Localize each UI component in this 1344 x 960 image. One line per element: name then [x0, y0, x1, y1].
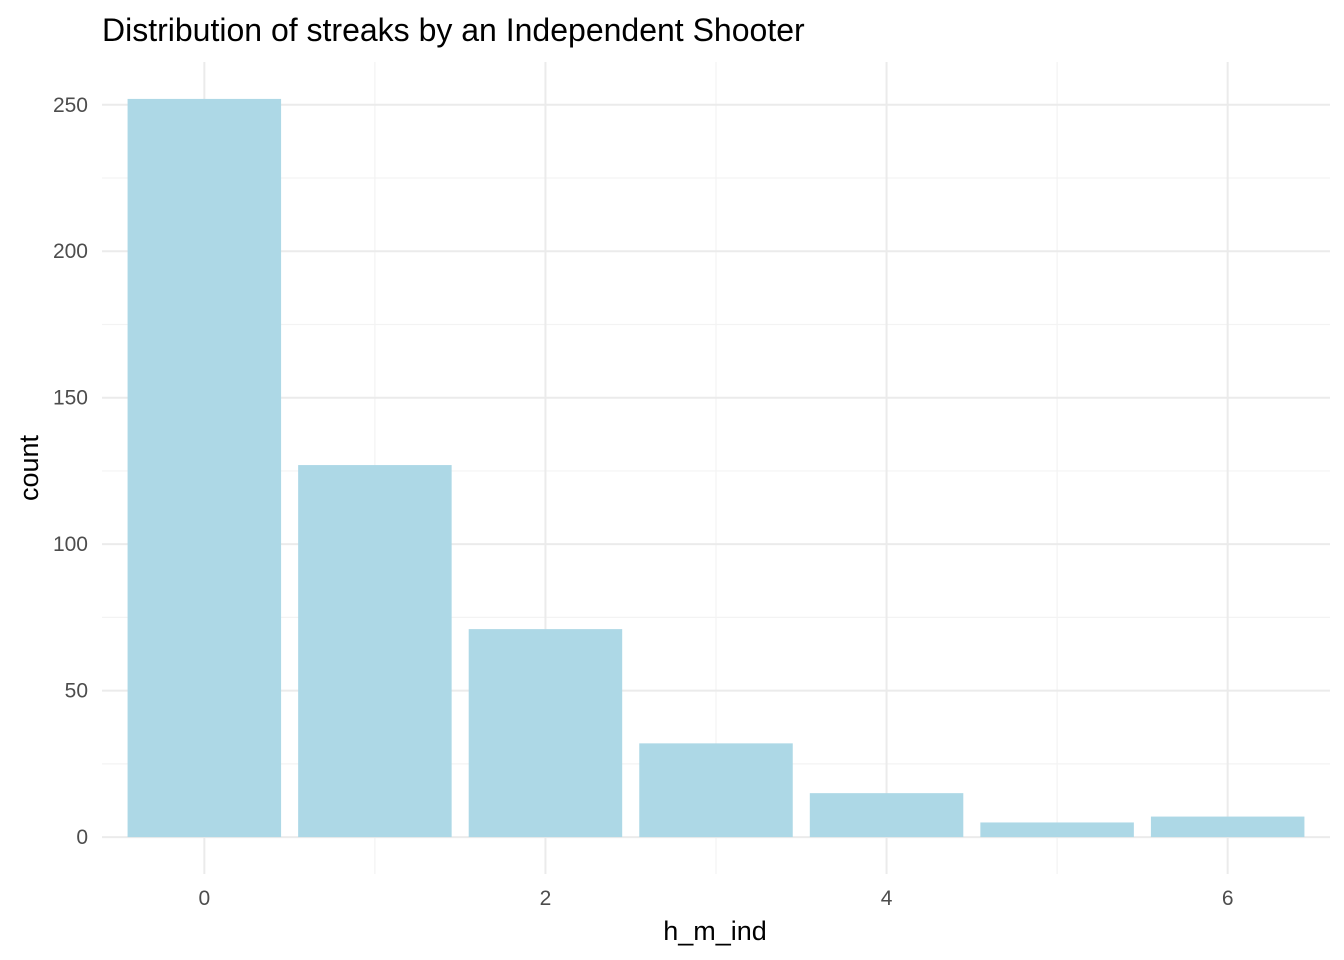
- tick-labels: 0 50 100 150 200 250 0 2 4 6: [53, 94, 1234, 910]
- bar-1: [298, 465, 452, 838]
- y-tick-label: 100: [53, 533, 88, 556]
- y-tick-label: 0: [76, 826, 88, 849]
- y-tick-label: 50: [65, 680, 88, 703]
- bar-4: [809, 793, 964, 838]
- x-axis-title: h_m_ind: [663, 916, 767, 946]
- x-tick-label: 0: [198, 887, 210, 910]
- bar-2: [468, 629, 623, 838]
- bar-3: [639, 743, 793, 838]
- bars: [127, 98, 1305, 838]
- y-axis-title: count: [14, 434, 44, 501]
- bar-0: [127, 98, 282, 838]
- bar-6: [1150, 816, 1305, 838]
- bar-5: [980, 822, 1134, 838]
- x-tick-label: 4: [881, 887, 893, 910]
- x-tick-label: 2: [540, 887, 552, 910]
- y-tick-label: 200: [53, 240, 88, 263]
- y-tick-label: 250: [53, 94, 88, 117]
- chart-title: Distribution of streaks by an Independen…: [102, 12, 805, 48]
- y-tick-label: 150: [53, 387, 88, 410]
- x-tick-label: 6: [1222, 887, 1234, 910]
